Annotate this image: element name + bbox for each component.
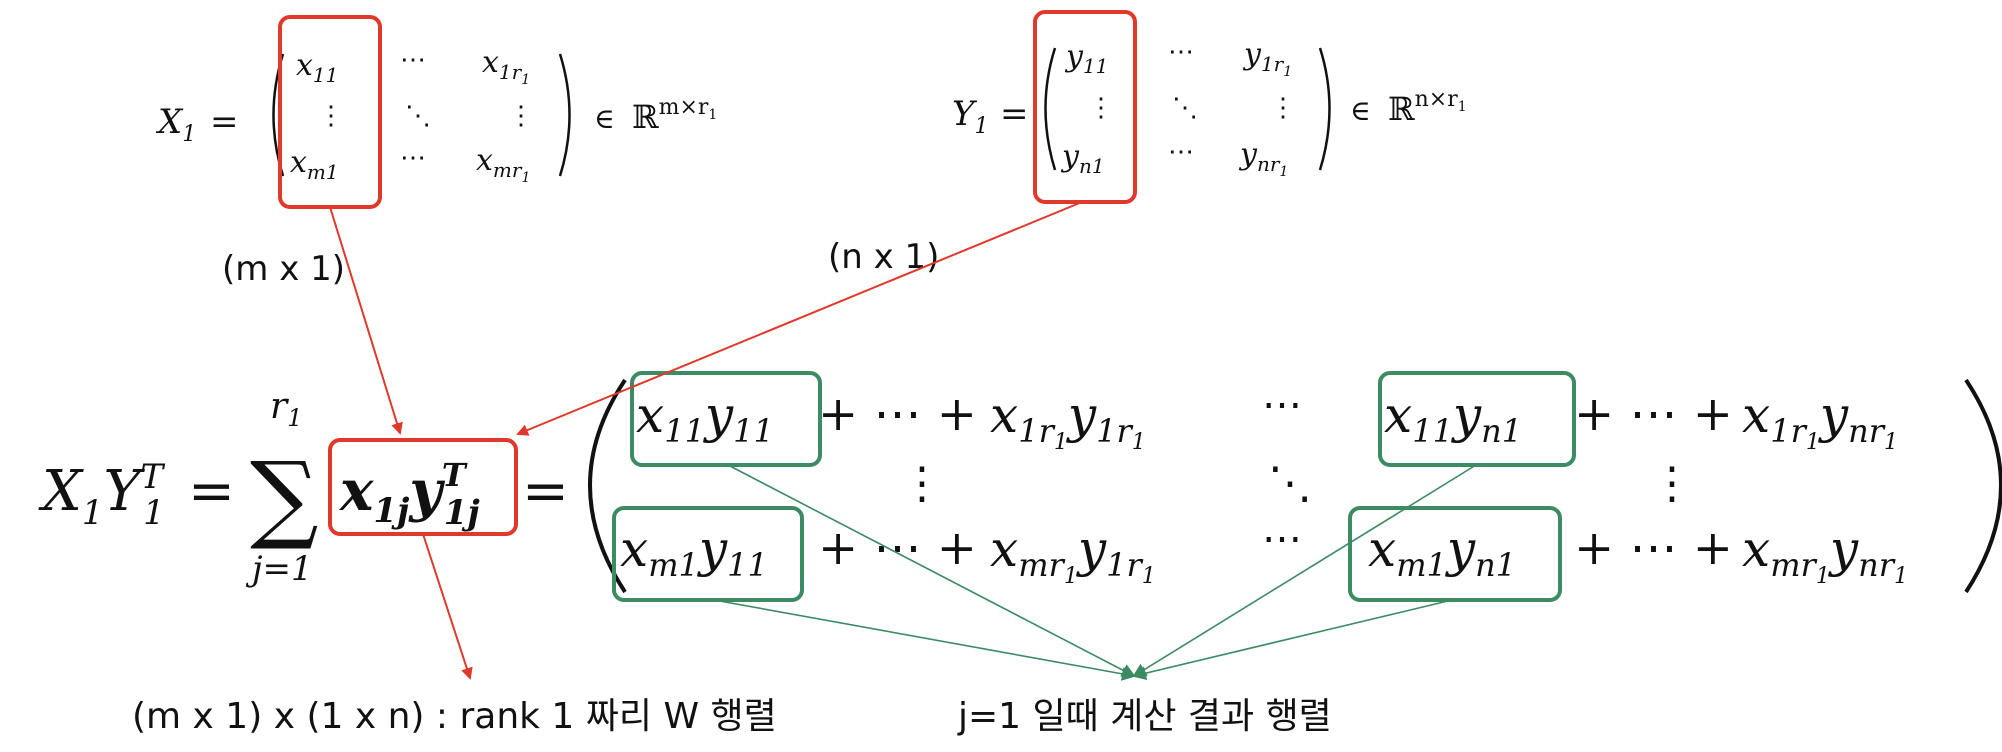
arrow-y-column-to-term bbox=[516, 201, 1083, 436]
matrix-y1-left-paren bbox=[1044, 47, 1057, 171]
row1-plus-dots-plus-b: + ⋯ + bbox=[1574, 386, 1733, 442]
result-right-paren bbox=[1964, 378, 2002, 594]
matrix-y1-ddots: ⋱ bbox=[1172, 93, 1198, 123]
result-vdots-right: ⋮ bbox=[1650, 458, 1694, 509]
result-vdots-left: ⋮ bbox=[900, 458, 944, 509]
matrix-x1-hdots-top: ⋯ bbox=[400, 45, 426, 75]
result-matrix: x11y11 + ⋯ + x1r1y1r1 ⋯ x11yn1 + ⋯ + x1r… bbox=[588, 371, 2002, 602]
xmr1ynr1-term: xmr1ynr1 bbox=[1742, 520, 1908, 589]
main-equation: X1YT 1 = ∑ r1 j=1 x1jyT 1j = bbox=[38, 386, 569, 589]
ynr1-entry: ynr1 bbox=[1238, 137, 1288, 180]
row2-plus-dots-plus-a: + ⋯ + bbox=[818, 520, 977, 576]
x11y11-highlight bbox=[630, 371, 822, 467]
sum-symbol: ∑ bbox=[250, 441, 319, 553]
arrow-term-to-caption bbox=[422, 533, 473, 680]
x1r1ynr1-term: x1r1ynr1 bbox=[1742, 386, 1898, 455]
arrow-xm1y11-to-result bbox=[713, 599, 1136, 681]
matrix-x1-member-of: ∈ bbox=[594, 102, 615, 135]
matrix-x1-vdots-left: ⋮ bbox=[318, 101, 344, 131]
sum-lower-limit: j=1 bbox=[245, 549, 313, 589]
lhs-product: X1YT 1 bbox=[38, 457, 165, 533]
matrix-x1-definition: X1 = x11 ⋯ x1r1 ⋮ ⋱ ⋮ xm1 ⋯ xmr1 ∈ ℝm×r1 bbox=[155, 15, 717, 209]
row1-hdots-mid: ⋯ bbox=[1262, 382, 1302, 428]
sum-upper-limit: r1 bbox=[270, 386, 303, 432]
y-column-dim-label: (n x 1) bbox=[828, 237, 939, 277]
row2-hdots-mid: ⋯ bbox=[1262, 516, 1302, 562]
matrix-y1-real-space: ℝn×r1 bbox=[1388, 87, 1467, 128]
result-left-paren bbox=[588, 378, 627, 594]
row2-plus-dots-plus-b: + ⋯ + bbox=[1574, 520, 1733, 576]
result-caption: j=1 일때 계산 결과 행렬 bbox=[957, 696, 1332, 737]
matrix-y1-definition: Y1 = y11 ⋯ y1r1 ⋮ ⋱ ⋮ yn1 ⋯ ynr1 ∈ ℝn×r1 bbox=[952, 10, 1467, 204]
row1-plus-dots-plus-a: + ⋯ + bbox=[818, 386, 977, 442]
xm1y11-highlight bbox=[612, 506, 804, 602]
matrix-y1-vdots-right: ⋮ bbox=[1270, 93, 1296, 123]
result-ddots: ⋱ bbox=[1268, 458, 1312, 509]
rank1-caption: (m x 1) x (1 x n) : rank 1 짜리 W 행렬 bbox=[132, 696, 777, 737]
matrix-y1-name: Y1 bbox=[952, 94, 988, 139]
x-column-dim-label: (m x 1) bbox=[222, 249, 345, 289]
x11yn1-term: x11yn1 bbox=[1384, 386, 1522, 450]
x11-entry: x11 bbox=[296, 48, 338, 87]
matrix-y1-hdots-top: ⋯ bbox=[1168, 37, 1194, 67]
xmr1y1r1-term: xmr1y1r1 bbox=[990, 520, 1156, 589]
arrow-x11y11-to-result bbox=[727, 464, 1136, 677]
matrix-x1-real-space: ℝm×r1 bbox=[632, 95, 717, 136]
matrix-y1-right-paren bbox=[1318, 47, 1331, 171]
matrix-x1-name: X1 bbox=[155, 102, 196, 147]
matrix-x1-equals: = bbox=[210, 102, 239, 142]
x11y11-term: x11y11 bbox=[636, 386, 774, 450]
y11-entry: y11 bbox=[1064, 39, 1108, 78]
yn1-entry: yn1 bbox=[1060, 139, 1105, 178]
matrix-y1-member-of: ∈ bbox=[1350, 94, 1371, 127]
y1r1-entry: y1r1 bbox=[1242, 37, 1292, 80]
arrow-x-column-to-term bbox=[329, 206, 403, 435]
outer-product-term: x1jyT 1j bbox=[339, 456, 480, 533]
matrix-x1-vdots-right: ⋮ bbox=[508, 101, 534, 131]
xm1y11-term: xm1y11 bbox=[620, 520, 768, 584]
arrow-xm1yn1-to-result bbox=[1132, 599, 1453, 681]
matrix-y1-hdots-bottom: ⋯ bbox=[1168, 137, 1194, 167]
matrix-y1-equals: = bbox=[1000, 94, 1029, 134]
matrix-x1-right-paren bbox=[558, 53, 571, 177]
x1r1y1r1-term: x1r1y1r1 bbox=[990, 386, 1146, 455]
arrow-x11yn1-to-result bbox=[1132, 464, 1477, 678]
xmr1-entry: xmr1 bbox=[476, 143, 530, 186]
matrix-x1-ddots: ⋱ bbox=[405, 101, 431, 131]
main-equals: = bbox=[188, 459, 235, 524]
y-first-column-highlight bbox=[1033, 10, 1137, 204]
x1r1-entry: x1r1 bbox=[482, 45, 530, 88]
matrix-y1-vdots-left: ⋮ bbox=[1088, 93, 1114, 123]
xm1-entry: xm1 bbox=[290, 145, 339, 184]
main-equals-2: = bbox=[522, 459, 569, 524]
xm1yn1-highlight bbox=[1348, 506, 1562, 602]
matrix-x1-hdots-bottom: ⋯ bbox=[400, 143, 426, 173]
x11yn1-highlight bbox=[1378, 371, 1576, 467]
xm1yn1-term: xm1yn1 bbox=[1368, 520, 1516, 584]
